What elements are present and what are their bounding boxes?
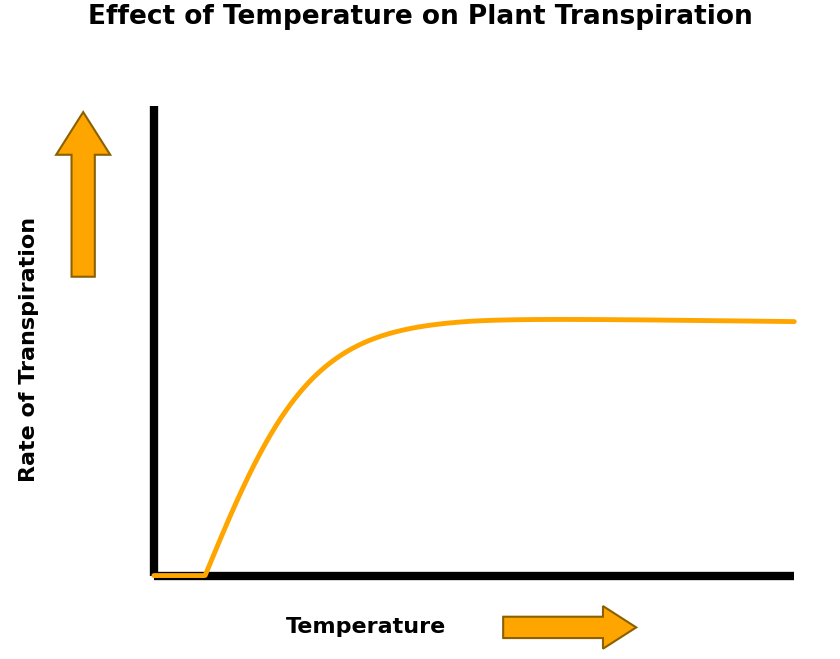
- Text: Temperature: Temperature: [286, 617, 446, 637]
- FancyArrow shape: [503, 606, 636, 648]
- Text: Rate of Transpiration: Rate of Transpiration: [19, 217, 39, 482]
- Title: Effect of Temperature on Plant Transpiration: Effect of Temperature on Plant Transpira…: [87, 4, 753, 30]
- FancyArrow shape: [56, 112, 110, 277]
